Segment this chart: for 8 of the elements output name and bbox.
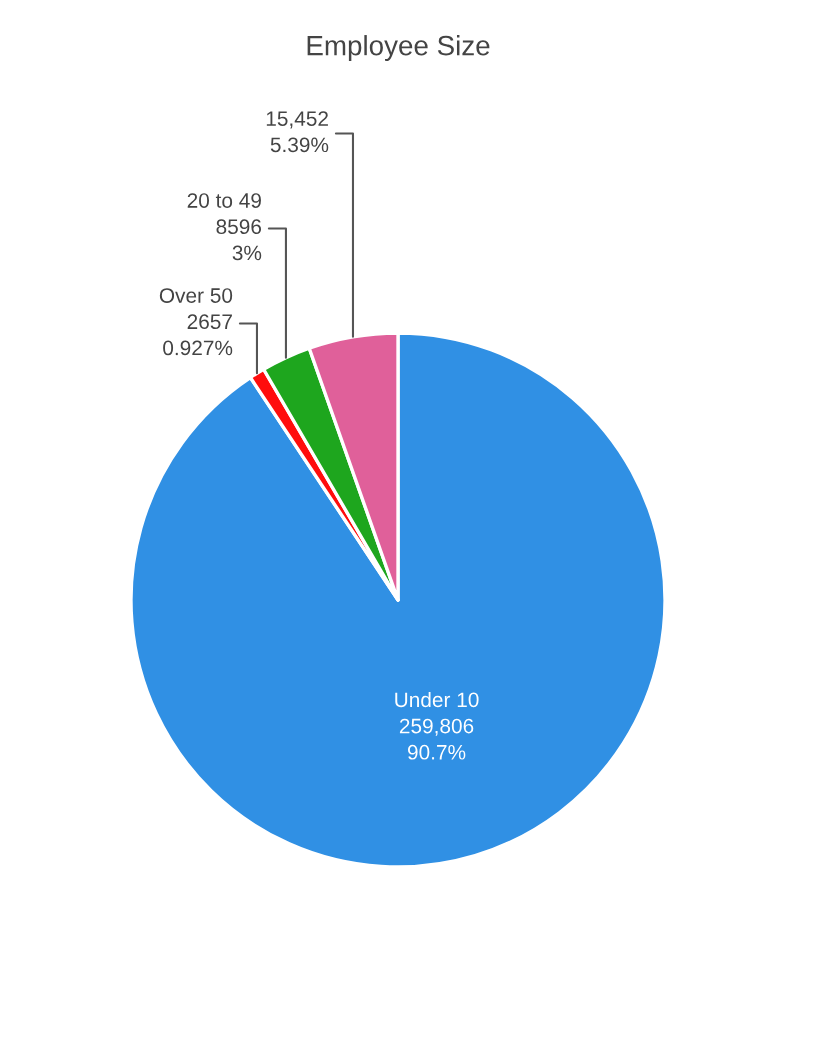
data-label: 259,806 90.7% — [399, 718, 474, 760]
data-label: 8596 3% — [216, 219, 262, 261]
chart-title: Employee Size — [307, 35, 490, 61]
slice-label: Over 50 — [159, 288, 233, 303]
data-label: 2657 0.927% — [163, 314, 233, 356]
slice-label: 20 to 49 — [187, 193, 261, 208]
slice-label: Under 10 — [395, 691, 479, 708]
data-label: 15,452 5.39% — [266, 111, 329, 153]
